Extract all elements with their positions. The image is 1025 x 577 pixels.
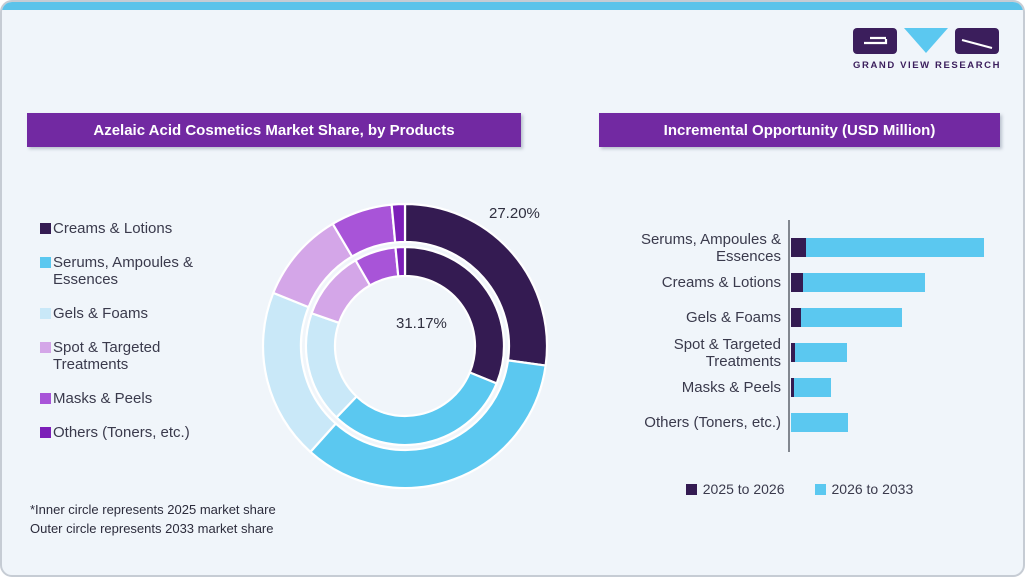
bar-category-label: Serums, Ampoules & Essences — [640, 230, 781, 265]
logo-letter-v-icon — [904, 28, 948, 53]
bar-legend-item-2025-to-2026: 2025 to 2026 — [685, 481, 785, 497]
legend-label: Spot & Targeted Treatments — [53, 339, 161, 373]
bar-track — [791, 273, 925, 292]
donut-segment-inner-2025-others-toners-etc — [394, 245, 407, 278]
donut-inner-ring-label: 31.17% — [396, 315, 447, 332]
bar-row-gels-foams: Gels & Foams — [599, 300, 1009, 335]
legend-label: Creams & Lotions — [53, 220, 173, 237]
logo-mark — [853, 28, 999, 54]
footnote-line-1: *Inner circle represents 2025 market sha… — [30, 502, 276, 517]
donut-legend-item-masks-peels: Masks & Peels — [40, 390, 193, 407]
bar-chart-legend: 2025 to 2026 2026 to 2033 — [599, 482, 1000, 497]
bar-chart: Serums, Ampoules & Essences Creams & Loti… — [599, 230, 1009, 440]
bar-segment-2026-to-2033 — [801, 308, 902, 327]
legend-swatch — [40, 393, 51, 404]
legend-swatch — [40, 257, 51, 268]
legend-label: Masks & Peels — [53, 390, 153, 407]
bar-segment-2026-to-2033 — [794, 378, 831, 397]
legend-label: 2026 to 2033 — [831, 481, 914, 497]
bar-chart-axis — [788, 220, 790, 452]
bar-segment-2026-to-2033 — [803, 273, 925, 292]
bar-segment-2025-to-2026 — [791, 343, 795, 362]
logo-letter-r-icon — [955, 28, 999, 54]
legend-swatch — [40, 223, 51, 234]
brand-name: GRAND VIEW RESEARCH — [853, 60, 1002, 71]
legend-label: Serums, Ampoules & Essences — [53, 254, 194, 288]
bar-track — [791, 378, 831, 397]
legend-swatch — [814, 484, 826, 495]
bar-category-label: Masks & Peels — [681, 379, 781, 396]
bar-segment-2025-to-2026 — [791, 238, 806, 257]
donut-chart — [261, 202, 549, 490]
bar-segment-2025-to-2026 — [791, 378, 794, 397]
bar-row-creams-lotions: Creams & Lotions — [599, 265, 1009, 300]
donut-legend-item-serums-ampoules-essences: Serums, Ampoules & Essences — [40, 254, 193, 288]
logo-letter-g-icon — [853, 28, 897, 54]
bar-track — [791, 238, 984, 257]
legend-label: 2025 to 2026 — [702, 481, 785, 497]
donut-outer-ring-label: 27.20% — [489, 205, 540, 222]
legend-swatch — [40, 427, 51, 438]
bar-segment-2025-to-2026 — [791, 273, 803, 292]
bar-track — [791, 343, 847, 362]
legend-label: Others (Toners, etc.) — [53, 424, 190, 441]
bar-track — [791, 413, 848, 432]
bar-chart-title: Incremental Opportunity (USD Million) — [599, 113, 1000, 147]
bar-segment-2026-to-2033 — [806, 238, 984, 257]
legend-swatch — [40, 308, 51, 319]
donut-legend-item-others-toners-etc: Others (Toners, etc.) — [40, 424, 193, 441]
donut-legend-item-gels-foams: Gels & Foams — [40, 305, 193, 322]
bar-category-label: Creams & Lotions — [661, 274, 781, 291]
donut-footnote: *Inner circle represents 2025 market sha… — [30, 500, 276, 538]
donut-segment-outer-2033-others-toners-etc — [390, 202, 407, 244]
bar-track — [791, 308, 902, 327]
brand-logo: GRAND VIEW RESEARCH — [853, 28, 1002, 71]
footnote-line-2: Outer circle represents 2033 market shar… — [30, 521, 274, 536]
bar-segment-2025-to-2026 — [791, 308, 801, 327]
donut-legend: Creams & Lotions Serums, Ampoules & Essen… — [40, 220, 193, 441]
legend-swatch — [40, 342, 51, 353]
top-accent-strip — [2, 2, 1023, 10]
donut-legend-item-creams-lotions: Creams & Lotions — [40, 220, 193, 237]
donut-legend-item-spot-targeted-treatments: Spot & Targeted Treatments — [40, 339, 193, 373]
bar-category-label: Spot & Targeted Treatments — [673, 335, 781, 370]
legend-label: Gels & Foams — [53, 305, 149, 322]
bar-category-label: Gels & Foams — [685, 309, 781, 326]
legend-swatch — [685, 484, 697, 495]
bar-category-label: Others (Toners, etc.) — [644, 414, 781, 431]
bar-row-masks-peels: Masks & Peels — [599, 370, 1009, 405]
bar-row-others-toners-etc: Others (Toners, etc.) — [599, 405, 1009, 440]
bar-row-serums-ampoules-essences: Serums, Ampoules & Essences — [599, 230, 1009, 265]
bar-segment-2026-to-2033 — [791, 413, 848, 432]
bar-legend-item-2026-to-2033: 2026 to 2033 — [814, 481, 914, 497]
donut-chart-title: Azelaic Acid Cosmetics Market Share, by … — [27, 113, 521, 147]
bar-row-spot-targeted-treatments: Spot & Targeted Treatments — [599, 335, 1009, 370]
bar-segment-2026-to-2033 — [795, 343, 847, 362]
